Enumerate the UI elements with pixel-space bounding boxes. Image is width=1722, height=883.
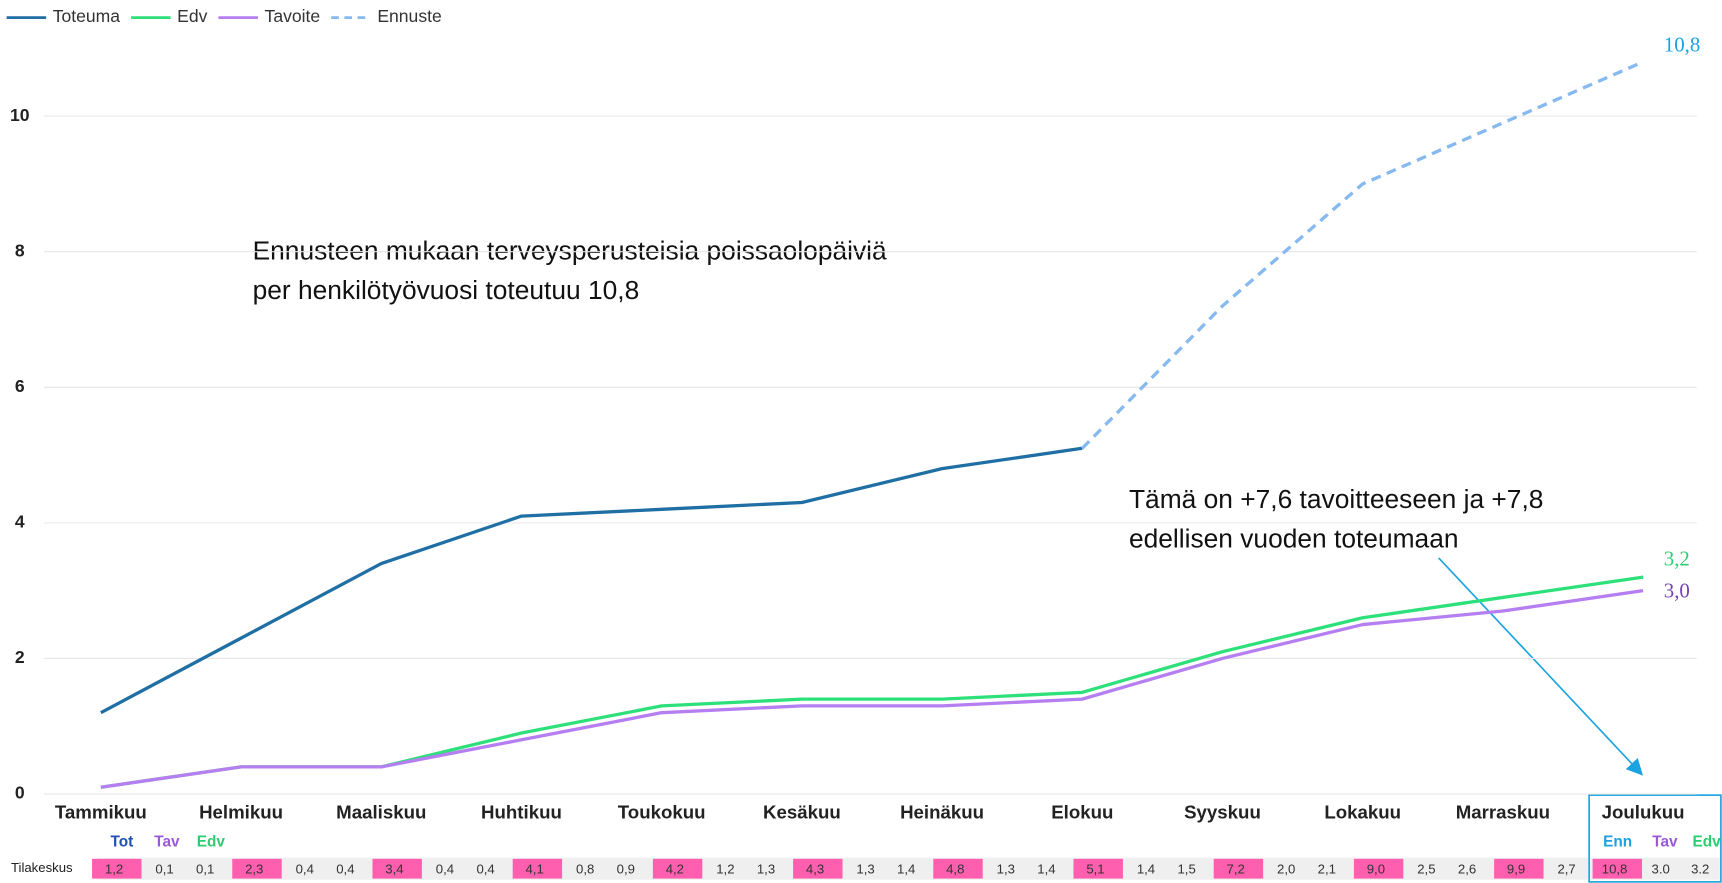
table-cell: 3,4: [385, 861, 403, 876]
table-cell: 9,9: [1507, 861, 1525, 876]
table-cell: 9,0: [1367, 861, 1385, 876]
table-cell: 1,3: [856, 861, 874, 876]
legend-label: Ennuste: [377, 6, 441, 26]
table-cell: 1,2: [716, 861, 734, 876]
annotation: edellisen vuoden toteumaan: [1129, 523, 1459, 553]
line-series: [100, 446, 1083, 715]
table-highlight: [933, 858, 983, 879]
data-label: 10,8: [1664, 32, 1701, 56]
line-series: [1081, 60, 1644, 450]
table-cell: 2,3: [245, 861, 263, 876]
table-cell: 0,4: [476, 861, 494, 876]
table-cell: 0,4: [296, 861, 314, 876]
table-cell: 7,2: [1227, 861, 1245, 876]
table-cell: 4,3: [806, 861, 824, 876]
table-highlight: [232, 858, 282, 879]
table-cell: 10,8: [1602, 861, 1628, 876]
table-highlight: [652, 858, 703, 879]
y-tick-label: 2: [15, 647, 25, 667]
table-cell: 2,5: [1417, 861, 1435, 876]
table-header: Tot: [111, 833, 134, 850]
table-highlight: [372, 858, 422, 879]
legend-label: Toteuma: [53, 6, 121, 26]
data-label: 3,2: [1664, 546, 1690, 570]
table-header: Edv: [197, 833, 226, 850]
x-tick-label: Huhtikuu: [481, 802, 562, 823]
table-highlight: [92, 858, 142, 879]
x-tick-label: Syyskuu: [1184, 802, 1261, 823]
x-tick-label: Marraskuu: [1456, 802, 1550, 823]
table-cell: 1,4: [1137, 861, 1155, 876]
table-cell: 2,7: [1557, 861, 1575, 876]
table-cell: 1,4: [1037, 861, 1055, 876]
table-header: Edv: [1693, 833, 1722, 850]
table-cell: 5,1: [1086, 861, 1104, 876]
table-cell: 3.0: [1652, 861, 1670, 876]
line-series: [100, 575, 1644, 789]
table-highlight: [793, 858, 843, 879]
arrow: [1438, 557, 1643, 776]
x-tick-label: Maaliskuu: [336, 802, 426, 823]
table-header: Tav: [1652, 833, 1678, 850]
table-cell: 0,1: [196, 861, 214, 876]
table-highlight: [1073, 858, 1123, 879]
x-tick-label: Joulukuu: [1602, 802, 1685, 823]
x-tick-label: Lokakuu: [1324, 802, 1401, 823]
table-highlight: [1494, 858, 1544, 879]
table-cell: 1,3: [997, 861, 1015, 876]
x-tick-label: Kesäkuu: [763, 802, 841, 823]
x-tick-label: Elokuu: [1051, 802, 1113, 823]
table-highlight: [1592, 858, 1643, 879]
data-label: 3,0: [1664, 579, 1690, 603]
table-cell: 0,9: [617, 861, 635, 876]
table-cell: 0,1: [155, 861, 173, 876]
y-tick-label: 8: [15, 240, 25, 260]
table-cell: 0,8: [576, 861, 594, 876]
highlight-box: [1588, 794, 1722, 883]
legend-label: Tavoite: [265, 6, 321, 26]
table-cell: 1,4: [897, 861, 915, 876]
table-highlight: [512, 858, 563, 879]
table-cell: 2,0: [1277, 861, 1295, 876]
row-label: Tilakeskus: [11, 860, 73, 875]
annotation: Tämä on +7,6 tavoitteeseen ja +7,8: [1129, 484, 1543, 514]
x-tick-label: Tammikuu: [55, 802, 147, 823]
table-cell: 4,1: [525, 861, 543, 876]
table-cell: 0,4: [436, 861, 454, 876]
table-cell: 3.2: [1691, 861, 1709, 876]
y-tick-label: 10: [10, 105, 30, 125]
x-tick-label: Heinäkuu: [900, 802, 984, 823]
table-highlight: [1353, 858, 1404, 879]
table-cell: 4,2: [666, 861, 684, 876]
table-cell: 2,1: [1318, 861, 1336, 876]
x-tick-label: Toukokuu: [618, 802, 706, 823]
table-cell: 0,4: [336, 861, 354, 876]
table-header: Enn: [1603, 833, 1632, 850]
table-header: Tav: [154, 833, 180, 850]
x-tick-label: Helmikuu: [199, 802, 283, 823]
table-highlight: [1213, 858, 1264, 879]
legend-label: Edv: [177, 6, 207, 26]
line-series: [100, 589, 1644, 789]
annotation: per henkilötyövuosi toteutuu 10,8: [253, 275, 640, 305]
y-tick-label: 4: [15, 512, 25, 532]
y-tick-label: 0: [15, 783, 25, 803]
y-tick-label: 6: [15, 376, 25, 396]
table-cell: 1,5: [1177, 861, 1195, 876]
table-cell: 4,8: [946, 861, 964, 876]
annotation: Ennusteen mukaan terveysperusteisia pois…: [253, 236, 887, 266]
table-cell: 1,3: [757, 861, 775, 876]
table-cell: 2,6: [1458, 861, 1476, 876]
table-cell: 1,2: [105, 861, 123, 876]
